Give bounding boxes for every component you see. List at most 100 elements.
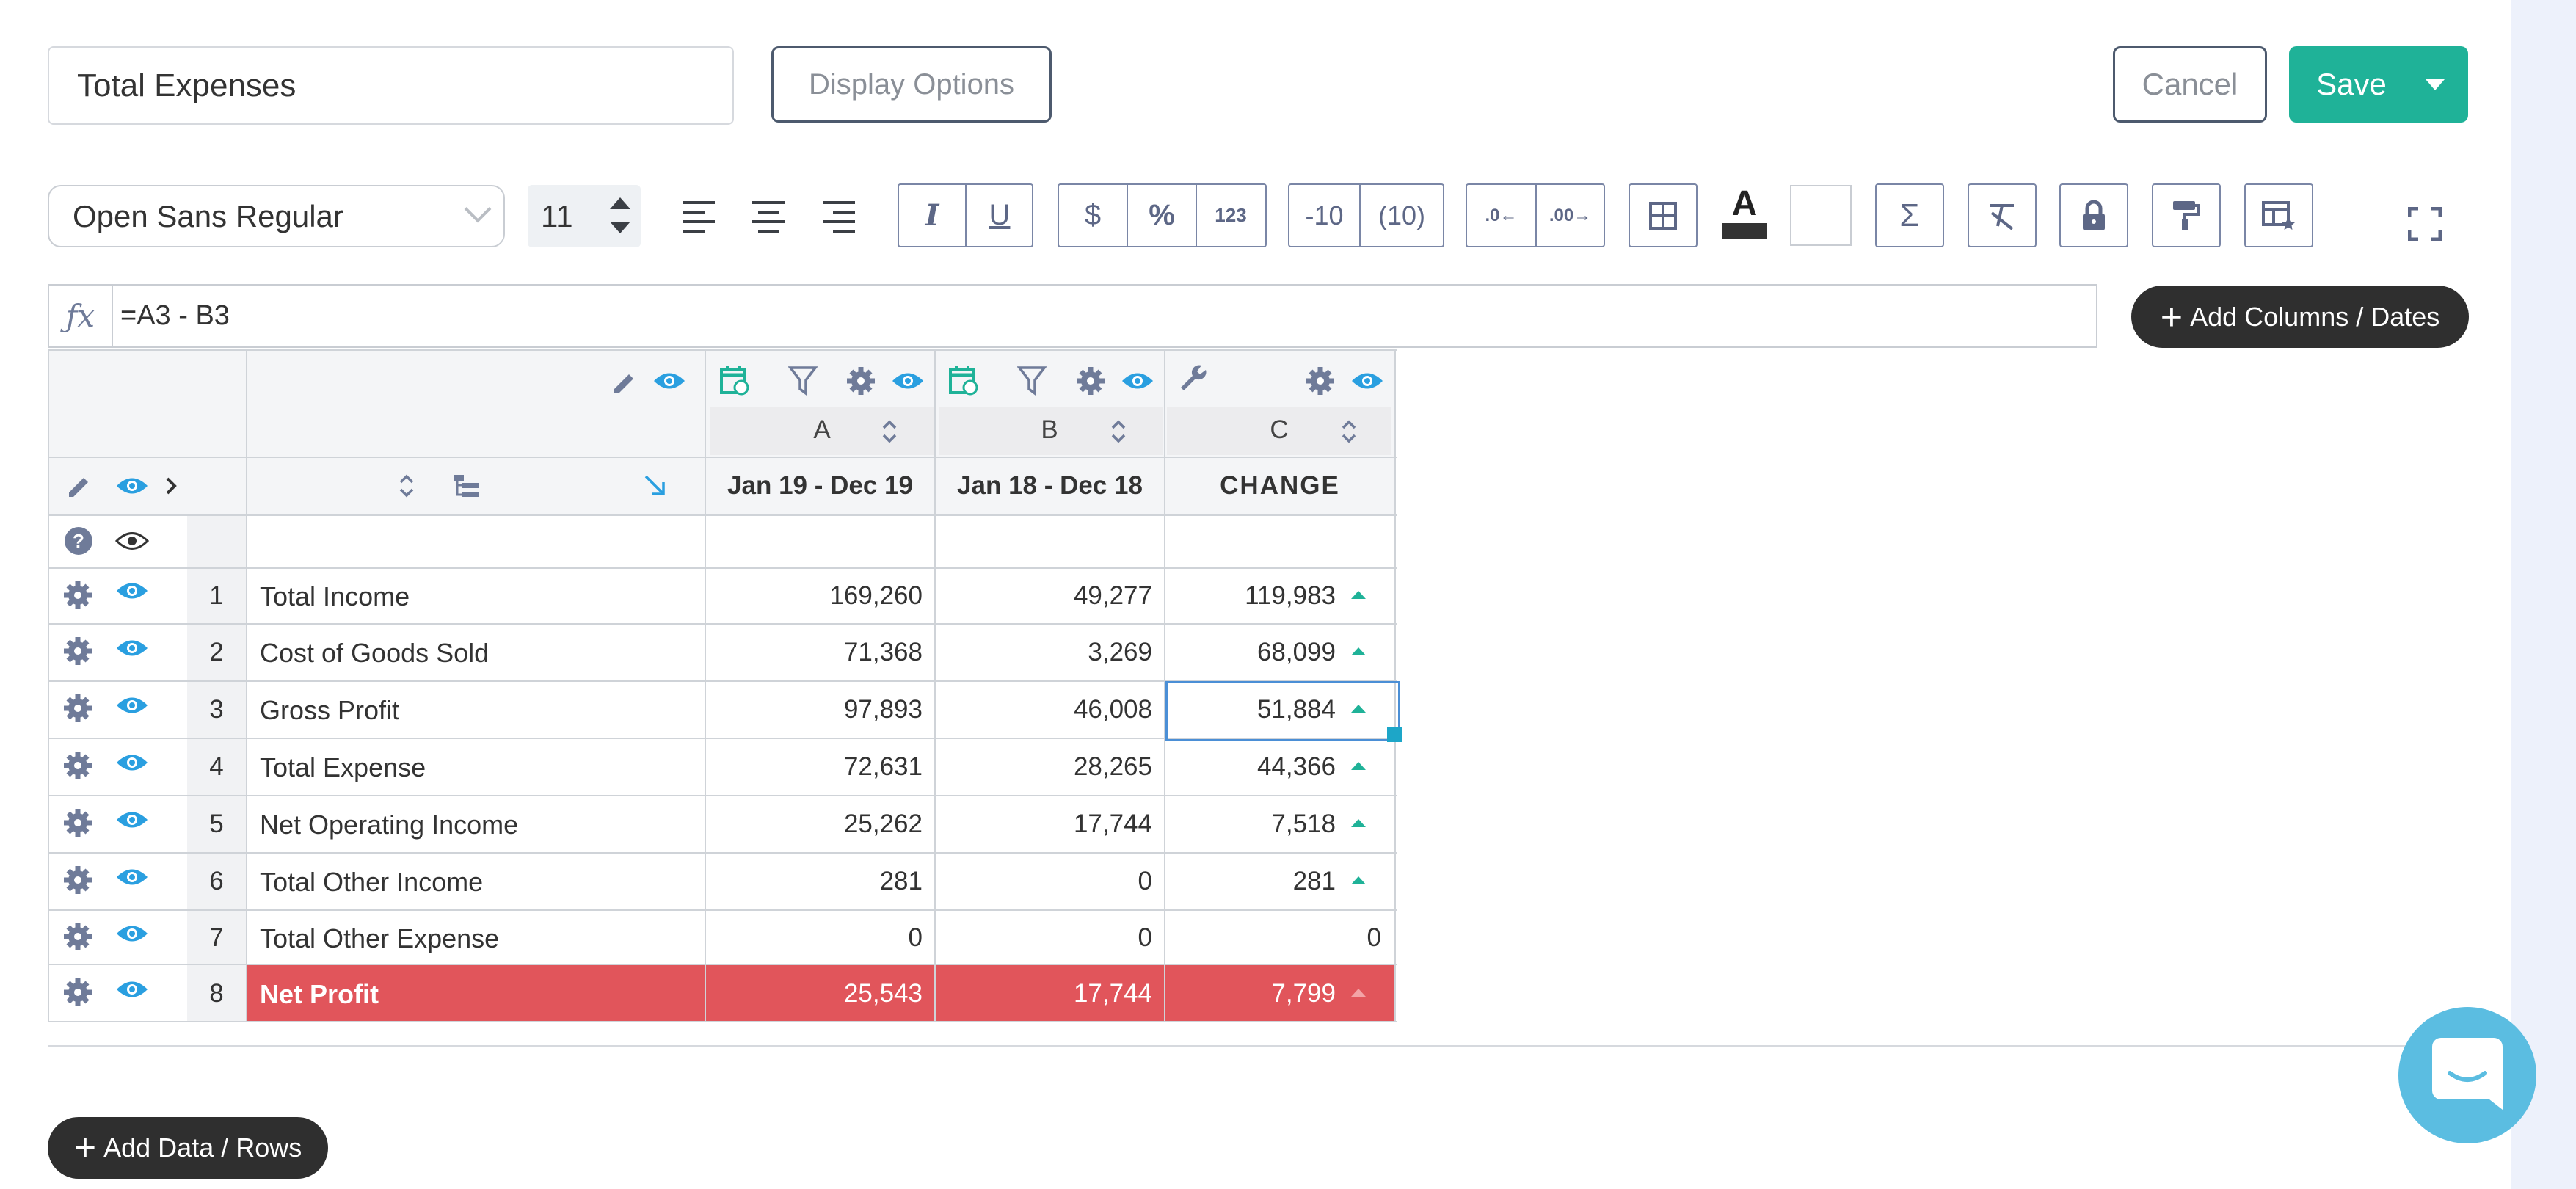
cell-c[interactable]: 68,099 xyxy=(1256,638,1336,666)
calendar-refresh-icon[interactable] xyxy=(719,364,750,396)
cell-b[interactable]: 17,744 xyxy=(1073,810,1152,838)
fill-handle[interactable] xyxy=(1387,727,1402,742)
expand-arrow-icon[interactable] xyxy=(643,473,668,498)
chevron-right-icon[interactable] xyxy=(164,476,179,496)
row-gear-icon[interactable] xyxy=(62,865,93,895)
increase-size-icon[interactable] xyxy=(610,197,630,209)
sort-icon[interactable] xyxy=(1340,418,1358,445)
cell-a[interactable]: 72,631 xyxy=(843,752,923,781)
edit-pencil-icon[interactable] xyxy=(611,368,638,395)
decrease-size-icon[interactable] xyxy=(610,222,630,233)
font-family-select[interactable]: Open Sans Regular xyxy=(48,185,505,247)
chat-launcher[interactable] xyxy=(2398,1007,2536,1143)
formula-input[interactable]: =A3 - B3 xyxy=(120,300,230,331)
clear-format-button[interactable] xyxy=(1968,183,2037,247)
align-left-icon[interactable] xyxy=(683,200,715,235)
visibility-eye-icon[interactable] xyxy=(652,368,686,393)
align-right-icon[interactable] xyxy=(823,200,855,235)
column-header-b[interactable]: Jan 18 - Dec 18 xyxy=(957,471,1143,500)
currency-icon[interactable]: $ xyxy=(1084,199,1102,231)
row-eye-icon[interactable] xyxy=(115,865,149,890)
row-eye-icon[interactable] xyxy=(115,750,149,775)
sort-icon[interactable] xyxy=(398,473,415,499)
filter-icon[interactable] xyxy=(1017,366,1047,396)
row-eye-icon[interactable] xyxy=(115,977,149,1002)
save-button[interactable]: Save xyxy=(2289,46,2468,123)
row-label[interactable]: Total Other Expense xyxy=(260,923,500,953)
sort-icon[interactable] xyxy=(881,418,898,445)
row-eye-icon[interactable] xyxy=(115,578,149,603)
cell-c[interactable]: 44,366 xyxy=(1256,752,1336,781)
add-rows-button[interactable]: + Add Data / Rows xyxy=(48,1117,328,1179)
sum-button[interactable]: Σ xyxy=(1875,183,1944,247)
lock-button[interactable] xyxy=(2059,183,2128,247)
borders-button[interactable] xyxy=(1629,183,1698,247)
row-gear-icon[interactable] xyxy=(62,750,93,781)
cell-a[interactable]: 71,368 xyxy=(843,638,923,666)
cell-a[interactable]: 0 xyxy=(908,923,923,952)
cell-a[interactable]: 25,543 xyxy=(843,979,923,1008)
visibility-eye-icon[interactable] xyxy=(891,368,925,393)
cell-c[interactable]: 7,518 xyxy=(1271,810,1336,838)
row-label[interactable]: Total Other Income xyxy=(260,867,484,897)
cell-b[interactable]: 49,277 xyxy=(1073,581,1152,610)
format-painter-button[interactable] xyxy=(2152,183,2221,247)
cell-a[interactable]: 97,893 xyxy=(843,695,923,724)
row-gear-icon[interactable] xyxy=(62,636,93,666)
number-format-icon[interactable]: 123 xyxy=(1215,204,1247,226)
row-eye-icon[interactable] xyxy=(115,693,149,718)
row-label[interactable]: Total Income xyxy=(260,581,410,611)
visibility-eye-icon[interactable] xyxy=(1350,368,1384,393)
row-label[interactable]: Cost of Goods Sold xyxy=(260,638,490,668)
row-gear-icon[interactable] xyxy=(62,693,93,724)
negative-minus-button[interactable]: -10 xyxy=(1305,200,1344,230)
calendar-refresh-icon[interactable] xyxy=(948,364,979,396)
negative-parentheses-button[interactable]: (10) xyxy=(1378,200,1426,230)
italic-icon[interactable]: I xyxy=(925,198,939,233)
increase-decimal-icon[interactable]: .00→ xyxy=(1549,205,1592,225)
report-title-input[interactable]: Total Expenses xyxy=(48,46,734,125)
row-label[interactable]: Net Profit xyxy=(260,979,379,1009)
gear-icon[interactable] xyxy=(1075,366,1106,396)
add-columns-button[interactable]: + Add Columns / Dates xyxy=(2131,286,2469,348)
formula-bar[interactable]: ƒx =A3 - B3 xyxy=(48,284,2097,348)
text-color-button[interactable]: A xyxy=(1722,185,1767,244)
visibility-eye-icon[interactable] xyxy=(1121,368,1154,393)
cell-b[interactable]: 0 xyxy=(1138,923,1152,952)
cell-c[interactable]: 0 xyxy=(1367,923,1381,952)
show-hidden-eye-icon[interactable] xyxy=(115,528,149,553)
column-header-a[interactable]: Jan 19 - Dec 19 xyxy=(727,471,913,500)
wrench-icon[interactable] xyxy=(1176,363,1207,393)
hierarchy-icon[interactable] xyxy=(452,473,480,498)
cell-b[interactable]: 3,269 xyxy=(1088,638,1152,666)
cell-a[interactable]: 25,262 xyxy=(843,810,923,838)
cell-b[interactable]: 28,265 xyxy=(1073,752,1152,781)
cell-c[interactable]: 51,884 xyxy=(1256,695,1336,724)
cancel-button[interactable]: Cancel xyxy=(2113,46,2267,123)
font-size-stepper[interactable]: 11 xyxy=(528,185,641,247)
underline-icon[interactable]: U xyxy=(989,199,1011,231)
display-options-button[interactable]: Display Options xyxy=(771,46,1052,123)
row-label[interactable]: Net Operating Income xyxy=(260,810,519,840)
gear-icon[interactable] xyxy=(1305,366,1336,396)
row-eye-icon[interactable] xyxy=(115,636,149,661)
column-header-c[interactable]: CHANGE xyxy=(1220,471,1340,500)
row-gear-icon[interactable] xyxy=(62,580,93,611)
percent-icon[interactable]: % xyxy=(1149,199,1175,231)
cell-b[interactable]: 46,008 xyxy=(1073,695,1152,724)
row-label[interactable]: Total Expense xyxy=(260,752,426,782)
filter-icon[interactable] xyxy=(788,366,818,396)
row-label[interactable]: Gross Profit xyxy=(260,695,400,725)
fullscreen-icon[interactable] xyxy=(2408,207,2442,241)
cell-c[interactable]: 7,799 xyxy=(1271,979,1336,1008)
cell-b[interactable]: 17,744 xyxy=(1073,979,1152,1008)
help-icon[interactable]: ? xyxy=(63,526,94,556)
cell-a[interactable]: 281 xyxy=(879,867,923,895)
row-gear-icon[interactable] xyxy=(62,807,93,838)
gear-icon[interactable] xyxy=(845,366,876,396)
table-style-button[interactable] xyxy=(2244,183,2313,247)
cell-c[interactable]: 281 xyxy=(1292,867,1336,895)
cell-b[interactable]: 0 xyxy=(1138,867,1152,895)
row-gear-icon[interactable] xyxy=(62,921,93,952)
decrease-decimal-icon[interactable]: .0← xyxy=(1485,205,1518,225)
